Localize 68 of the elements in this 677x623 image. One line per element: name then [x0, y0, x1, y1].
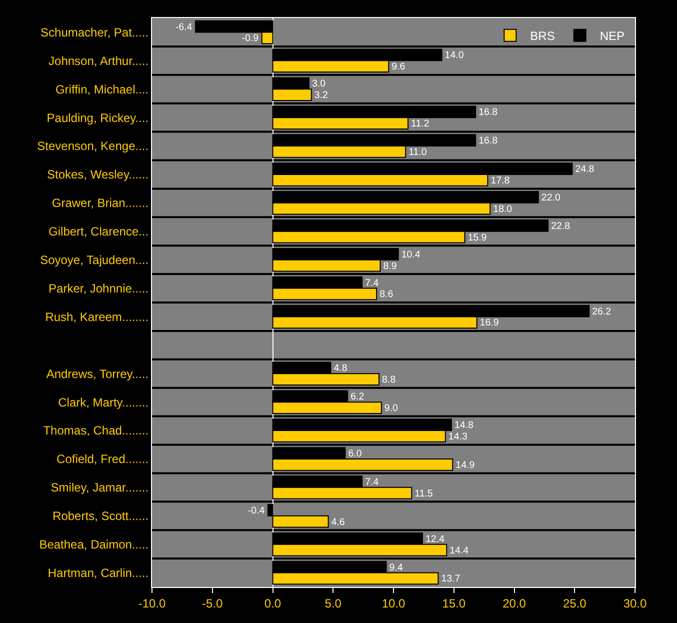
data-label: 9.4: [389, 562, 404, 574]
data-label: 3.0: [312, 78, 326, 90]
data-label: 7.4: [365, 476, 380, 488]
data-label: 22.0: [541, 192, 561, 204]
data-label: 10.4: [401, 249, 421, 260]
data-label: 8.8: [382, 374, 396, 386]
data-label: 16.9: [480, 318, 499, 329]
data-label: 16.8: [478, 136, 498, 147]
data-label: 11.2: [410, 118, 430, 130]
data-label: 24.8: [575, 164, 594, 176]
y-tick-label: Stevenson, Kenge....: [37, 139, 149, 154]
x-tick-label: 25.0: [562, 596, 587, 610]
data-label: 12.4: [425, 534, 446, 545]
data-label: 15.9: [468, 232, 487, 244]
y-tick-label: Paulding, Rickey....: [46, 110, 149, 125]
x-tick-label: -10.0: [138, 596, 166, 610]
data-label: 22.8: [551, 220, 570, 232]
x-tick-label: 20.0: [502, 596, 526, 610]
data-label: 9.6: [392, 62, 406, 73]
data-label: 11.5: [414, 488, 433, 500]
data-label: 6.0: [348, 448, 362, 460]
data-label: 6.2: [350, 392, 364, 403]
data-label: 7.4: [365, 278, 380, 289]
y-tick-label: Roberts, Scott......: [52, 509, 149, 524]
data-label: 4.6: [331, 516, 345, 528]
data-label: 14.8: [454, 420, 474, 432]
data-label: 14.9: [456, 460, 475, 471]
x-tick-label: 0.0: [264, 596, 282, 610]
data-label: 14.3: [448, 431, 468, 442]
x-tick-label: 5.0: [324, 596, 342, 610]
data-label: -0.4: [248, 505, 266, 516]
data-label: 9.0: [384, 403, 399, 414]
data-label: 17.8: [490, 175, 510, 186]
y-tick-label: Johnson, Arthur.....: [48, 54, 149, 68]
data-label: 26.2: [592, 306, 612, 318]
y-tick-label: Grawer, Brian.......: [52, 196, 149, 210]
y-tick-label: Parker, Johnnie.....: [48, 281, 149, 296]
data-label: 18.0: [493, 204, 513, 215]
data-label: 4.8: [334, 363, 348, 374]
data-label: 14.4: [450, 545, 470, 556]
y-tick-label: Soyoye, Tajudeen....: [40, 253, 149, 268]
data-label: 13.7: [441, 574, 460, 585]
y-tick-label: Beathea, Daimon.....: [39, 538, 149, 552]
y-tick-label: Schumacher, Pat.....: [40, 25, 149, 40]
x-tick-label: 10.0: [382, 596, 406, 610]
x-tick-label: 15.0: [442, 596, 466, 610]
data-label: 8.9: [383, 260, 397, 272]
y-tick-label: Clark, Marty........: [58, 395, 149, 410]
data-label: 8.6: [380, 289, 394, 300]
y-tick-label: Hartman, Carlin.....: [48, 566, 149, 580]
legend-label: BRS: [530, 29, 555, 44]
data-label: -6.4: [175, 22, 193, 33]
y-tick-label: Gilbert, Clarence...: [48, 224, 149, 239]
data-label: 16.8: [478, 107, 498, 118]
y-tick-label: Griffin, Michael....: [55, 82, 149, 96]
legend-label: NEP: [600, 29, 625, 44]
y-tick-label: Andrews, Torrey.....: [46, 366, 149, 381]
y-tick-label: Stokes, Wesley......: [47, 168, 149, 182]
data-label: 11.0: [408, 146, 428, 158]
y-tick-label: Rush, Kareem........: [45, 310, 149, 324]
x-tick-label: 30.0: [623, 596, 647, 610]
data-label: -0.9: [242, 33, 259, 44]
y-tick-label: Smiley, Jamar.......: [50, 480, 149, 495]
y-tick-label: Cofield, Fred.......: [56, 452, 149, 466]
data-label: 3.2: [314, 90, 328, 102]
x-tick-label: -5.0: [202, 596, 224, 610]
data-label: 14.0: [444, 50, 464, 62]
y-tick-label: Thomas, Chad........: [43, 424, 149, 438]
